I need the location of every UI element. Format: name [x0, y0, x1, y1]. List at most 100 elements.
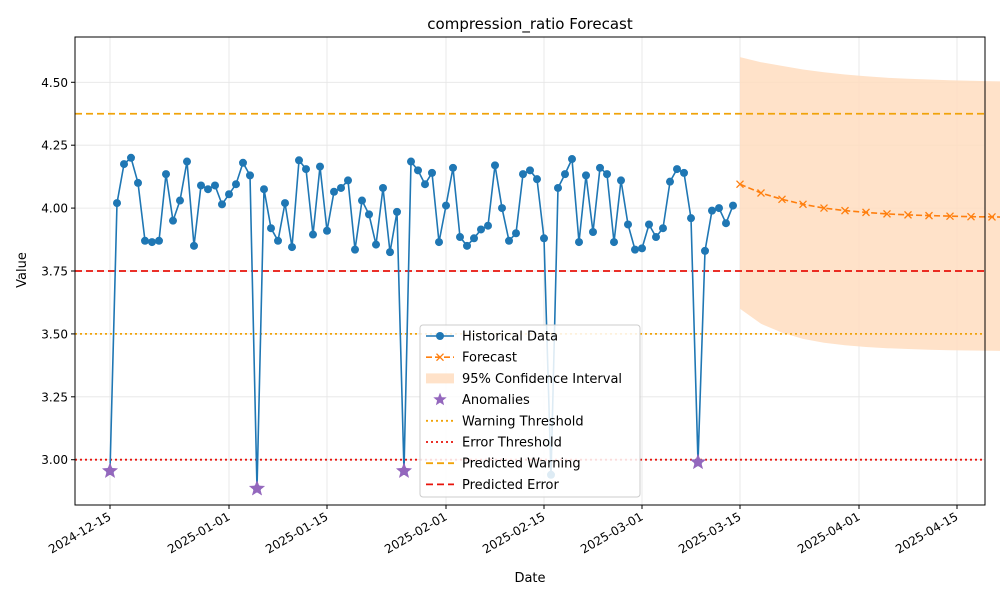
y-tick-label: 4.00: [41, 202, 68, 216]
historical-point: [358, 196, 366, 205]
historical-point: [407, 157, 415, 166]
series-layer: [101, 153, 1000, 496]
historical-point: [456, 233, 464, 242]
legend-historical-marker: [436, 332, 444, 340]
historical-point: [148, 238, 156, 247]
historical-point: [666, 177, 674, 186]
historical-point: [365, 210, 373, 219]
y-axis-label: Value: [15, 252, 30, 288]
historical-point: [169, 216, 177, 225]
historical-point: [575, 238, 583, 247]
historical-point: [330, 187, 338, 196]
y-tick-label: 4.50: [41, 76, 68, 90]
forecast-point: [988, 212, 996, 221]
legend-entry-label: Historical Data: [462, 330, 558, 345]
historical-point: [239, 158, 247, 167]
anomaly-marker: [101, 462, 119, 479]
historical-point: [316, 162, 324, 171]
historical-point: [225, 190, 233, 199]
historical-point: [197, 181, 205, 190]
historical-point: [435, 238, 443, 247]
historical-point: [162, 170, 170, 179]
historical-point: [386, 248, 394, 257]
legend-entry-label: Predicted Warning: [462, 457, 581, 472]
anomaly-marker: [395, 462, 413, 479]
historical-point: [540, 234, 548, 243]
historical-point: [561, 170, 569, 179]
y-tick-label: 3.00: [41, 453, 68, 467]
historical-point: [596, 163, 604, 172]
historical-point: [519, 170, 527, 179]
historical-point: [638, 244, 646, 253]
forecast-point: [736, 180, 744, 189]
legend-entry-label: 95% Confidence Interval: [462, 372, 622, 387]
chart-title: compression_ratio Forecast: [427, 15, 633, 34]
forecast-point: [799, 200, 807, 209]
historical-point: [337, 183, 345, 192]
historical-point: [183, 157, 191, 166]
historical-point: [498, 204, 506, 213]
historical-point: [246, 171, 254, 180]
historical-point: [120, 160, 128, 169]
legend-anomaly-marker: [433, 392, 447, 406]
historical-point: [610, 238, 618, 247]
anomaly-marker: [689, 453, 707, 470]
historical-point: [267, 224, 275, 233]
forecast-point: [862, 208, 870, 217]
historical-point: [155, 236, 163, 245]
historical-point: [708, 206, 716, 215]
forecast-point: [778, 195, 786, 204]
historical-point: [372, 240, 380, 249]
y-tick-label: 4.25: [41, 139, 68, 153]
historical-point: [729, 201, 737, 210]
forecast-point: [841, 206, 849, 215]
historical-point: [414, 166, 422, 175]
historical-point: [631, 245, 639, 254]
historical-point: [141, 236, 149, 245]
historical-point: [274, 236, 282, 245]
historical-point: [295, 156, 303, 165]
historical-point: [211, 181, 219, 190]
historical-point: [673, 165, 681, 174]
historical-point: [421, 180, 429, 189]
historical-point: [512, 229, 520, 238]
legend-entry-label: Error Threshold: [462, 436, 562, 451]
historical-point: [127, 153, 135, 162]
forecast-point: [946, 212, 954, 221]
legend-entry-label: Forecast: [462, 351, 517, 366]
historical-point: [603, 170, 611, 179]
historical-point: [554, 183, 562, 192]
historical-point: [526, 166, 534, 175]
forecast-point: [883, 209, 891, 218]
historical-point: [568, 155, 576, 164]
historical-point: [379, 183, 387, 192]
historical-point: [477, 225, 485, 234]
historical-point: [449, 163, 457, 172]
historical-point: [393, 207, 401, 216]
forecast-point: [967, 212, 975, 221]
legend-confidence-swatch: [426, 373, 454, 384]
anomaly-marker: [248, 479, 266, 496]
historical-point: [617, 176, 625, 185]
historical-point: [582, 171, 590, 180]
historical-point: [190, 241, 198, 250]
y-tick-label: 3.75: [41, 265, 68, 279]
forecast-point: [925, 211, 933, 220]
confidence-band-layer: [740, 57, 1000, 351]
historical-point: [204, 185, 212, 194]
historical-point: [484, 221, 492, 230]
y-tick-label: 3.25: [41, 390, 68, 404]
historical-point: [351, 245, 359, 254]
historical-point: [722, 219, 730, 228]
historical-point: [344, 176, 352, 185]
historical-point: [533, 175, 541, 184]
legend-entry-label: Anomalies: [462, 393, 530, 408]
historical-point: [652, 233, 660, 242]
confidence-interval-band: [740, 57, 1000, 351]
historical-point: [323, 226, 331, 235]
legend-entry-label: Predicted Error: [462, 478, 560, 493]
historical-point: [309, 230, 317, 239]
historical-point: [645, 220, 653, 229]
forecast-point: [757, 189, 765, 197]
